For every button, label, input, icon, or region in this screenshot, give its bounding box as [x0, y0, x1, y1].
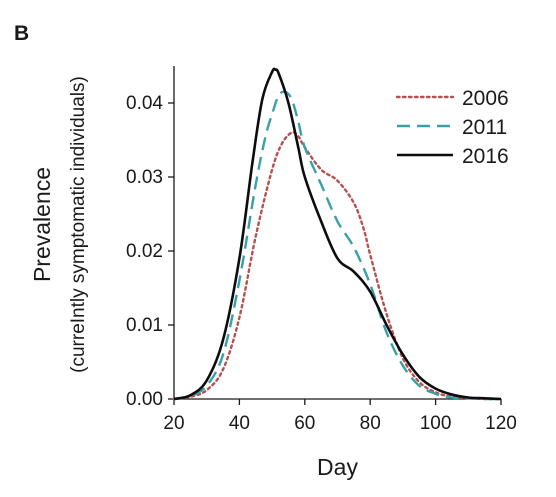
x-tick-label: 100	[420, 413, 452, 434]
panel-label: B	[14, 22, 29, 45]
y-tick-label: 0.00	[126, 389, 163, 410]
series-lines	[172, 67, 503, 401]
y-axis-title-group: Prevalence (curreIntly symptomatic indiv…	[29, 76, 89, 373]
y-axis-title: Prevalence	[29, 167, 55, 282]
legend-label-2011: 2011	[462, 116, 507, 139]
y-tick-label: 0.01	[126, 315, 163, 336]
legend: 2006 2011 2016	[395, 87, 509, 168]
x-tick-label: 40	[229, 413, 250, 434]
y-tick-label: 0.04	[126, 93, 163, 114]
x-tick-label: 80	[360, 413, 381, 434]
x-tick-label: 120	[485, 413, 517, 434]
x-tick-label: 60	[294, 413, 315, 434]
x-tick-label: 20	[163, 413, 184, 434]
y-tick-label: 0.02	[126, 241, 163, 262]
series-line-2006	[172, 131, 503, 401]
axes	[173, 66, 501, 400]
x-axis-title: Day	[317, 454, 358, 480]
legend-label-2016: 2016	[462, 145, 509, 168]
series-line-2011	[173, 90, 502, 401]
series-line-2016	[173, 67, 502, 401]
ticks: 20 40 60 80 100 120 0.00 0.01 0.02 0.03 0.04	[126, 93, 517, 434]
legend-label-2006: 2006	[462, 87, 509, 110]
y-axis-subtitle: (curreIntly symptomatic individuals)	[68, 76, 89, 373]
y-tick-label: 0.03	[126, 167, 163, 188]
